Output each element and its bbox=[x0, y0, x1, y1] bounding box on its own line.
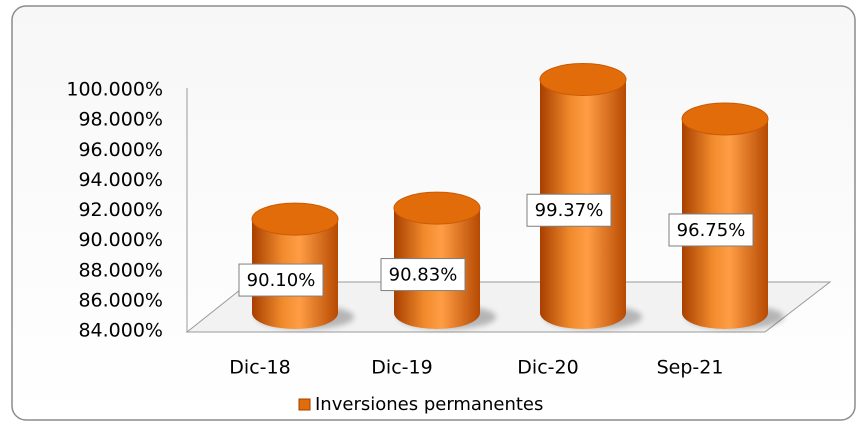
x-tick-label: Sep-21 bbox=[657, 357, 724, 379]
bar-top bbox=[251, 202, 339, 236]
data-label-box bbox=[668, 213, 754, 247]
y-tick-label: 84.000% bbox=[78, 320, 163, 342]
y-tick-label: 100.000% bbox=[66, 79, 163, 101]
data-label-box bbox=[526, 193, 612, 227]
data-label: 99.37% bbox=[535, 200, 604, 221]
x-tick-label: Dic-18 bbox=[229, 357, 290, 379]
bar-top bbox=[681, 102, 769, 136]
y-tick-label: 90.000% bbox=[78, 229, 163, 251]
data-label: 90.10% bbox=[247, 270, 316, 291]
data-label: 90.83% bbox=[389, 265, 458, 286]
data-label-box bbox=[380, 258, 466, 292]
x-tick-label: Dic-19 bbox=[371, 357, 432, 379]
data-label: 96.75% bbox=[677, 220, 746, 241]
bar-top bbox=[539, 62, 627, 96]
y-tick-label: 92.000% bbox=[78, 199, 163, 221]
y-tick-label: 86.000% bbox=[78, 289, 163, 311]
y-tick-label: 96.000% bbox=[78, 139, 163, 161]
y-tick-label: 88.000% bbox=[78, 259, 163, 281]
legend-swatch bbox=[298, 398, 311, 411]
bar-top bbox=[393, 191, 481, 225]
y-tick-label: 94.000% bbox=[78, 169, 163, 191]
legend-label: Inversiones permanentes bbox=[315, 394, 543, 415]
x-tick-label: Dic-20 bbox=[517, 357, 578, 379]
data-label-box bbox=[238, 263, 324, 297]
y-tick-label: 98.000% bbox=[78, 109, 163, 131]
